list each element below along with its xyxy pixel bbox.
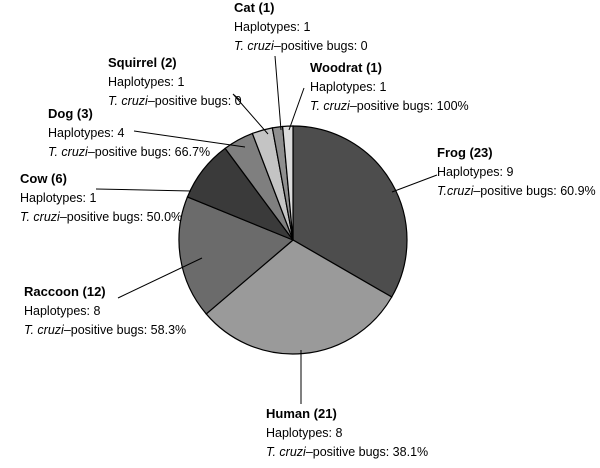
positive-bugs-text: T. cruzi–positive bugs: 50.0% [20, 210, 182, 224]
slice-heading: Human (21) [266, 406, 337, 421]
label-raccoon: Raccoon (12) Haplotypes: 8 T. cruzi–positi… [24, 284, 186, 337]
pie-slice-frog [292, 125, 408, 298]
leader-line-woodrat [288, 87, 305, 131]
label-squirrel: Squirrel (2) Haplotypes: 1 T. cruzi–positi… [108, 55, 242, 108]
leader-line-raccoon [117, 257, 203, 299]
positive-bugs-text: T. cruzi–positive bugs: 58.3% [24, 323, 186, 337]
haplotypes-text: Haplotypes: 1 [20, 191, 96, 205]
pie-slice-raccoon [178, 196, 295, 315]
label-cow: Cow (6) Haplotypes: 1 T. cruzi–positive bu… [20, 171, 182, 224]
haplotypes-text: Haplotypes: 9 [437, 165, 513, 179]
leader-line-dog [133, 130, 246, 148]
haplotypes-text: Haplotypes: 1 [310, 80, 386, 94]
pie-slices [178, 125, 408, 355]
leader-line-cat [274, 55, 282, 131]
slice-heading: Raccoon (12) [24, 284, 106, 299]
slice-heading: Cat (1) [234, 0, 274, 15]
pie-slice-human [205, 239, 393, 355]
label-human: Human (21) Haplotypes: 8 T. cruzi–positive… [266, 406, 428, 459]
label-cat: Cat (1) Haplotypes: 1 T. cruzi–positive bu… [234, 0, 368, 53]
haplotypes-text: Haplotypes: 1 [234, 20, 310, 34]
slice-heading: Frog (23) [437, 145, 493, 160]
pie-slice-woodrat [281, 125, 294, 241]
slice-heading: Squirrel (2) [108, 55, 177, 70]
haplotypes-text: Haplotypes: 1 [108, 75, 184, 89]
slice-heading: Dog (3) [48, 106, 93, 121]
slice-heading: Woodrat (1) [310, 60, 382, 75]
leader-line-cow [95, 188, 192, 192]
leader-line-frog [391, 174, 438, 193]
positive-bugs-text: T. cruzi–positive bugs: 38.1% [266, 445, 428, 459]
positive-bugs-text: T. cruzi–positive bugs: 100% [310, 99, 469, 113]
haplotypes-text: Haplotypes: 4 [48, 126, 124, 140]
label-dog: Dog (3) Haplotypes: 4 T. cruzi–positive bu… [48, 106, 210, 159]
slice-labels: Frog (23) Haplotypes: 9 T.cruzi–positive b… [20, 0, 596, 459]
positive-bugs-text: T.cruzi–positive bugs: 60.9% [437, 184, 596, 198]
leader-lines [95, 55, 438, 404]
label-woodrat: Woodrat (1) Haplotypes: 1 T. cruzi–positiv… [310, 60, 469, 113]
haplotypes-text: Haplotypes: 8 [266, 426, 342, 440]
positive-bugs-text: T. cruzi–positive bugs: 66.7% [48, 145, 210, 159]
label-frog: Frog (23) Haplotypes: 9 T.cruzi–positive b… [437, 145, 596, 198]
positive-bugs-text: T. cruzi–positive bugs: 0 [234, 39, 368, 53]
slice-heading: Cow (6) [20, 171, 67, 186]
haplotypes-text: Haplotypes: 8 [24, 304, 100, 318]
leader-line-squirrel [232, 93, 269, 135]
positive-bugs-text: T. cruzi–positive bugs: 0 [108, 94, 242, 108]
